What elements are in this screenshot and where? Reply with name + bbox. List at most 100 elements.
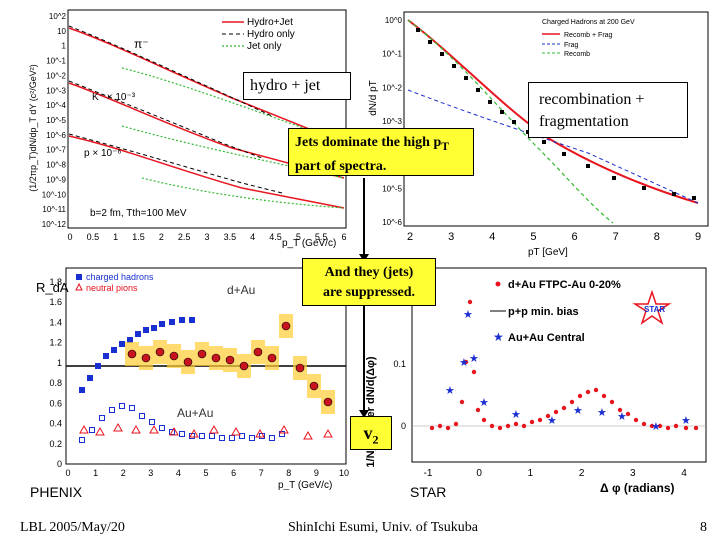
y-tick-label: 10^-3: [382, 117, 402, 126]
data-point-pion-dau: [127, 349, 137, 359]
data-point-pion-dau: [169, 351, 179, 361]
data-point-charged-auau: [159, 425, 165, 431]
data-point-pion-dau: [267, 353, 277, 363]
data-point-pion-dau: [239, 361, 249, 371]
data-point-auau: ★: [445, 385, 455, 397]
data-point-auau: ★: [469, 353, 479, 365]
callout-recombination-line1: recombination +: [539, 91, 645, 108]
data-point-dau: [529, 419, 535, 425]
y-tick-labels: 1.8 1.6 1.4 1.2 1 0.8 0.6 0.4 0.2 0: [49, 277, 62, 469]
data-point-dau: [521, 423, 527, 429]
data-point-pion-auau: [95, 426, 105, 436]
data-point-pion-dau: [141, 353, 151, 363]
plot-frame: [411, 267, 707, 463]
y-tick-label: 10^-12: [42, 220, 67, 229]
data-point-dau: [641, 421, 647, 427]
legend-jet-only: Jet only: [247, 41, 281, 52]
x-tick-label: 2: [579, 468, 585, 479]
data-point-charged-dau: [159, 321, 165, 327]
legend-marker-charged: [76, 274, 82, 280]
species-label-kaon: K⁻ × 10⁻³: [92, 92, 136, 103]
legend-frag: Frag: [564, 42, 579, 49]
data-point: [440, 52, 444, 56]
data-point-auau: ★: [463, 309, 473, 321]
y-tick-label: 10^-3: [46, 86, 66, 95]
data-point-pion-auau: [189, 428, 199, 438]
data-point: [512, 120, 516, 124]
y-tick-labels: 10^2 10 1 10^-1 10^-2 10^-3 10^-4 10^-5 10^-6 10^…: [42, 12, 67, 229]
x-tick-label: 3: [448, 231, 454, 243]
legend-pp: p+p min. bias: [508, 306, 579, 318]
data-point-auau: ★: [547, 415, 557, 427]
data-point-charged-auau: [279, 431, 285, 437]
data-point-auau: ★: [617, 411, 627, 423]
callout-v2-text: v: [363, 423, 373, 443]
data-point-charged-dau: [79, 387, 85, 393]
y-tick-label: 10^-2: [46, 71, 66, 80]
x-tick-label: 5: [203, 468, 208, 478]
legend-recomb-frag: Recomb + Frag: [564, 32, 613, 39]
data-point-pion-auau: [255, 428, 265, 438]
legend-marker-auau: ★: [493, 330, 504, 344]
x-tick-label: 1: [528, 468, 534, 479]
data-point-dau: [617, 407, 623, 413]
callout-suppressed-line1: And they (jets): [324, 265, 414, 280]
legend-recomb: Recomb: [564, 51, 590, 58]
x-tick-label: 3: [148, 468, 153, 478]
x-tick-label: 5: [296, 232, 301, 242]
x-tick-label: 4: [489, 231, 495, 243]
data-point-dau: [537, 417, 543, 423]
callout-v2-subscript: 2: [372, 432, 379, 447]
data-point-auau: ★: [681, 415, 691, 427]
data-point-auau: ★: [459, 357, 469, 369]
star-logo-text: STAR: [644, 305, 665, 314]
data-point-dau: [475, 407, 481, 413]
x-tick-label: 1: [113, 232, 118, 242]
x-tick-label: 5: [530, 231, 536, 243]
data-point-charged-dau: [143, 327, 149, 333]
conditions-annotation: b=2 fm, Tth=100 MeV: [90, 208, 187, 219]
data-point-charged-auau: [89, 427, 95, 433]
x-tick-label: 6: [341, 232, 346, 242]
x-tick-label: 4: [176, 468, 181, 478]
y-tick-label: 10^-11: [42, 205, 66, 214]
data-point-pion-dau: [309, 381, 319, 391]
pi-jet-only-curve: [121, 67, 345, 144]
footer-date: LBL 2005/May/20: [20, 520, 125, 535]
x-tick-label: 4.5: [269, 232, 282, 242]
data-point-dau: [649, 423, 655, 429]
y-tick-label: 1.4: [49, 317, 62, 327]
arrow-head-2: [359, 410, 369, 418]
data-point-pion-auau: [303, 430, 313, 440]
data-point-auau: ★: [573, 405, 583, 417]
y-tick-label: 10^-7: [46, 146, 66, 155]
data-point-charged-dau: [169, 319, 175, 325]
pi-hydro-only-curve: [68, 25, 273, 117]
data-point-dau: [481, 417, 487, 423]
x-tick-label: 4: [250, 232, 255, 242]
x-axis-label: p_T (GeV/c): [282, 238, 336, 249]
species-label-pion: π⁻: [134, 37, 149, 51]
y-tick-label: 0.4: [49, 419, 62, 429]
y-tick-label: 0: [57, 459, 62, 469]
x-tick-label: 0.5: [87, 232, 100, 242]
data-point-pion-auau: [131, 424, 141, 434]
x-tick-label: 1: [93, 468, 98, 478]
data-point: [542, 140, 546, 144]
data-point-charged-dau: [119, 341, 125, 347]
data-point-dau: [561, 405, 567, 411]
callout-suppressed: And they (jets) are suppressed.: [302, 258, 436, 306]
data-point-dau: [633, 417, 639, 423]
data-point-pion-dau: [211, 353, 221, 363]
data-point-auau: ★: [479, 397, 489, 409]
y-tick-label: 10^0: [385, 16, 403, 25]
data-point-dau: [657, 423, 663, 429]
data-point-dau: [609, 399, 615, 405]
x-axis-label: p_T (GeV/c): [278, 480, 332, 490]
data-point-charged-dau: [111, 347, 117, 353]
data-point-pion-auau: [231, 426, 241, 436]
data-point-charged-auau: [199, 433, 205, 439]
data-point-dau: [513, 421, 519, 427]
data-point-dau: [569, 399, 575, 405]
star-logo-icon: [632, 289, 672, 325]
